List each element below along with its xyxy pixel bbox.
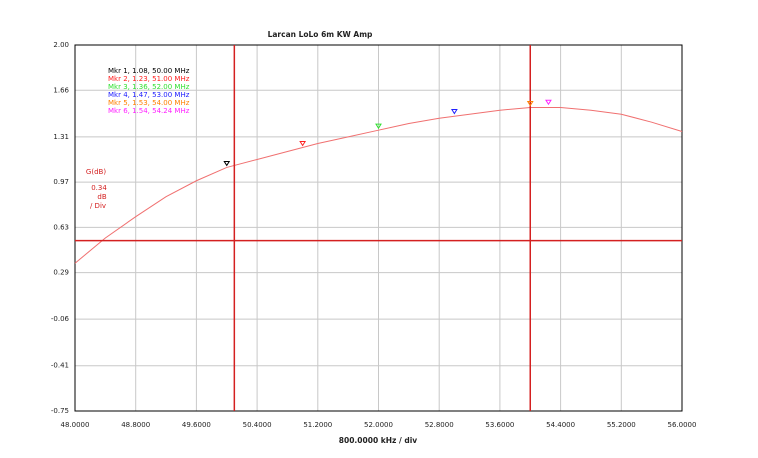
x-tick-label: 52.8000 (425, 421, 454, 429)
marker (223, 160, 231, 167)
marker (545, 99, 552, 106)
y-scale-value: 0.34 (91, 184, 107, 192)
marker (299, 140, 307, 147)
x-tick-label: 51.2000 (303, 421, 332, 429)
y-tick-label: 0.97 (53, 178, 69, 186)
y-tick-label: -0.75 (51, 407, 69, 415)
x-tick-label: 48.0000 (61, 421, 90, 429)
x-tick-label: 50.4000 (243, 421, 272, 429)
x-tick-label: 56.0000 (668, 421, 697, 429)
marker (526, 101, 534, 107)
series-line (74, 107, 683, 264)
y-tick-label: 1.66 (53, 86, 69, 94)
y-tick-label: 0.29 (53, 269, 69, 277)
plot-frame (74, 44, 683, 412)
marker (375, 123, 382, 130)
x-axis-label: 800.0000 kHz / div (339, 436, 418, 445)
marker-legend-entry: Mkr 6, 1.54, 54.24 MHz (108, 107, 190, 115)
y-axis-label: G(dB) (86, 168, 106, 176)
y-tick-label: 0.63 (53, 223, 69, 231)
marker (450, 109, 458, 115)
marker-legend-entry: Mkr 3, 1.36, 52.00 MHz (108, 83, 190, 91)
y-scale-div: / Div (90, 202, 106, 210)
marker-legend-entry: Mkr 1, 1.08, 50.00 MHz (108, 67, 190, 75)
x-tick-label: 48.8000 (121, 421, 150, 429)
marker-legend-entry: Mkr 5, 1.53, 54.00 MHz (108, 99, 190, 107)
y-tick-label: -0.06 (51, 315, 70, 323)
marker-legend-entry: Mkr 4, 1.47, 53.00 MHz (108, 91, 190, 99)
y-tick-label: -0.41 (51, 362, 69, 370)
x-tick-label: 52.0000 (364, 421, 393, 429)
x-tick-label: 55.2000 (607, 421, 636, 429)
x-tick-label: 49.6000 (182, 421, 211, 429)
x-tick-label: 53.6000 (485, 421, 514, 429)
marker-legend-entry: Mkr 2, 1.23, 51.00 MHz (108, 75, 190, 83)
x-tick-label: 54.4000 (546, 421, 575, 429)
y-scale-unit: dB (97, 193, 106, 201)
chart-title: Larcan LoLo 6m KW Amp (268, 30, 373, 39)
y-tick-label: 2.00 (53, 41, 69, 49)
y-tick-label: 1.31 (53, 133, 69, 141)
